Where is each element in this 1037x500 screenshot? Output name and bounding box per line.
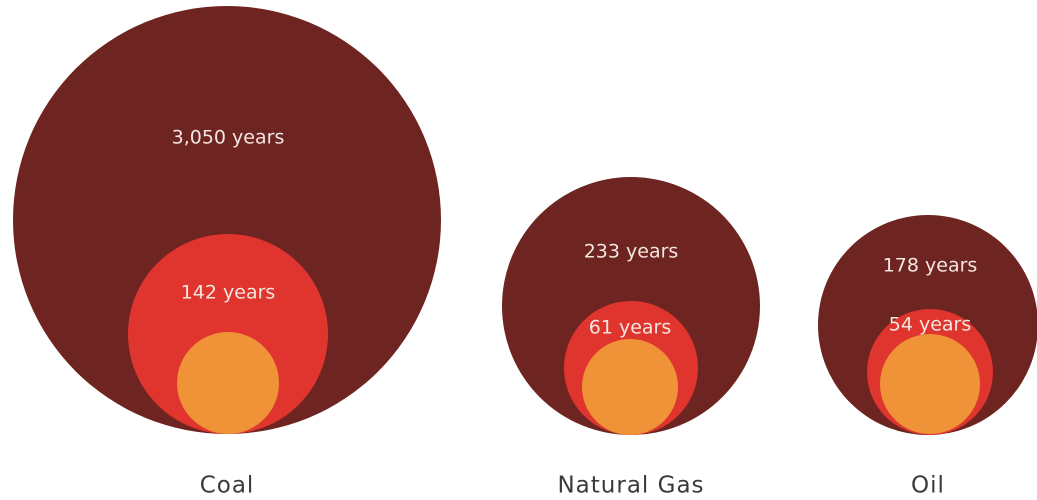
- category-label: Oil: [911, 473, 945, 499]
- value-label: 3,050 years: [172, 127, 285, 149]
- value-label: 61 years: [589, 317, 672, 339]
- value-label: 54 years: [889, 314, 972, 336]
- value-label: 178 years: [883, 255, 978, 277]
- outer-circle: [13, 6, 441, 434]
- inner-circle: [177, 332, 279, 434]
- value-label: 233 years: [584, 241, 679, 263]
- category-label: Natural Gas: [557, 473, 704, 499]
- inner-circle: [582, 339, 678, 435]
- category-label: Coal: [200, 473, 255, 499]
- value-label: 142 years: [181, 282, 276, 304]
- inner-circle: [880, 334, 980, 434]
